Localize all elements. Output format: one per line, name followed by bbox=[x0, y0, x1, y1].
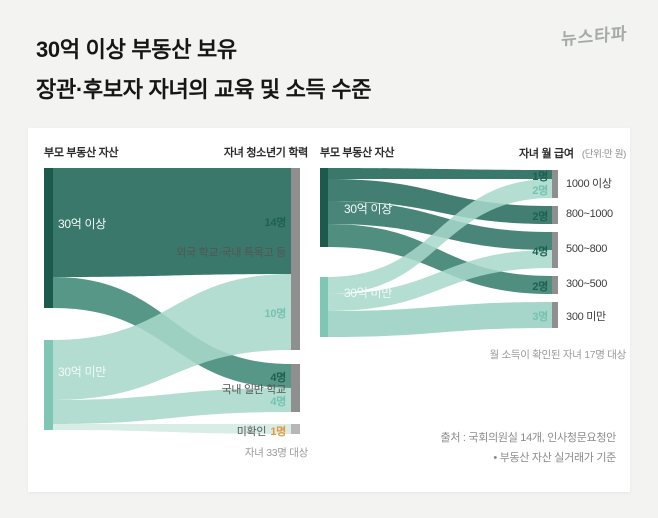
flow-over-500-800 bbox=[328, 201, 552, 250]
label-foreign-school: 외국 학교·국내 특목고 등 bbox=[176, 247, 286, 259]
income-cat-300-500: 300~500 bbox=[566, 278, 608, 290]
node-1000plus bbox=[552, 170, 558, 198]
education-left-axis-label: 부모 부동산 자산 bbox=[44, 147, 119, 159]
node-foreign-school bbox=[291, 168, 300, 350]
flow-unknown bbox=[53, 424, 291, 434]
income-cat-500-800: 500~800 bbox=[566, 243, 608, 255]
node-300-500 bbox=[552, 276, 558, 294]
flow-under-domestic bbox=[53, 388, 291, 424]
income-unit-label: (단위:만 원) bbox=[581, 149, 626, 160]
income-count-800-1000: 2명 bbox=[532, 211, 548, 223]
education-node-over-label: 30억 이상 bbox=[58, 217, 107, 231]
count-under-domestic: 4명 bbox=[270, 396, 286, 408]
flow-under-1000plus bbox=[328, 179, 552, 294]
flow-over-foreign bbox=[53, 168, 291, 277]
flow-over-300-500 bbox=[328, 224, 552, 294]
education-footnote: 자녀 33명 대상 bbox=[244, 447, 308, 459]
label-domestic-school: 국내 일반 학교 bbox=[221, 384, 287, 396]
source-block: 출처 : 국회의원실 14개, 인사청문요청안 • 부동산 자산 실거래가 기준 bbox=[440, 428, 617, 468]
income-right-axis-block: 자녀 월 급여 (단위:만 원) bbox=[408, 144, 626, 162]
label-unknown-row: 미확인 1명 bbox=[126, 422, 287, 440]
income-count-1000plus-over: 1명 bbox=[532, 171, 548, 183]
node-unknown bbox=[291, 424, 300, 434]
node-300minus bbox=[552, 302, 558, 328]
education-node-under-label: 30억 미만 bbox=[58, 365, 107, 379]
title-line-1: 30억 이상 부동산 보유 bbox=[36, 37, 237, 62]
education-sankey-svg bbox=[44, 168, 300, 434]
income-node-over-label: 30억 이상 bbox=[344, 202, 393, 216]
node-500-800 bbox=[552, 232, 558, 268]
node-under-30b-income bbox=[320, 277, 328, 337]
income-count-300-500: 2명 bbox=[532, 281, 548, 293]
page-title: 30억 이상 부동산 보유 장관·후보자 자녀의 교육 및 소득 수준 bbox=[36, 30, 372, 110]
label-unknown: 미확인 bbox=[236, 426, 267, 438]
income-cat-800-1000: 800~1000 bbox=[566, 208, 613, 220]
flow-over-800-1000 bbox=[328, 179, 552, 224]
income-footnote: 월 소득이 확인된 자녀 17명 대상 bbox=[489, 349, 627, 361]
source-line-2: • 부동산 자산 실거래가 기준 bbox=[493, 452, 616, 464]
count-over-domestic: 4명 bbox=[270, 372, 286, 384]
education-right-axis-label: 자녀 청소년기 학력 bbox=[223, 147, 308, 159]
chart-card: 부모 부동산 자산 자녀 청소년기 학력 30억 이상 30억 미만 14명 외… bbox=[28, 128, 630, 492]
newstapa-logo: 뉴스타파 bbox=[561, 24, 629, 49]
income-count-1000plus-under: 2명 bbox=[532, 185, 548, 197]
node-800-1000 bbox=[552, 206, 558, 224]
income-count-300minus: 3명 bbox=[532, 311, 548, 323]
income-cat-1000plus: 1000 이상 bbox=[566, 178, 612, 190]
income-node-under-label: 30억 미만 bbox=[344, 286, 393, 300]
income-right-axis-label: 자녀 월 급여 bbox=[519, 148, 574, 160]
flow-under-foreign bbox=[53, 274, 291, 400]
source-line-1: 출처 : 국회의원실 14개, 인사청문요청안 bbox=[440, 432, 617, 444]
node-over-30b-income bbox=[320, 168, 328, 247]
flow-under-500-800 bbox=[328, 250, 552, 311]
income-cat-300minus: 300 미만 bbox=[566, 311, 606, 323]
income-left-axis-label: 부모 부동산 자산 bbox=[320, 147, 395, 159]
income-sankey-svg bbox=[320, 168, 558, 337]
income-count-500-800: 4명 bbox=[532, 246, 548, 258]
count-over-foreign: 14명 bbox=[264, 217, 287, 229]
node-under-30b bbox=[44, 340, 53, 430]
node-over-30b bbox=[44, 168, 53, 308]
count-unknown: 1명 bbox=[270, 426, 286, 438]
title-line-2: 장관·후보자 자녀의 교육 및 소득 수준 bbox=[36, 77, 372, 102]
count-under-foreign: 10명 bbox=[264, 308, 287, 320]
flow-over-1000plus bbox=[328, 168, 552, 179]
flow-under-300minus bbox=[328, 302, 552, 337]
node-domestic-school bbox=[291, 364, 300, 412]
